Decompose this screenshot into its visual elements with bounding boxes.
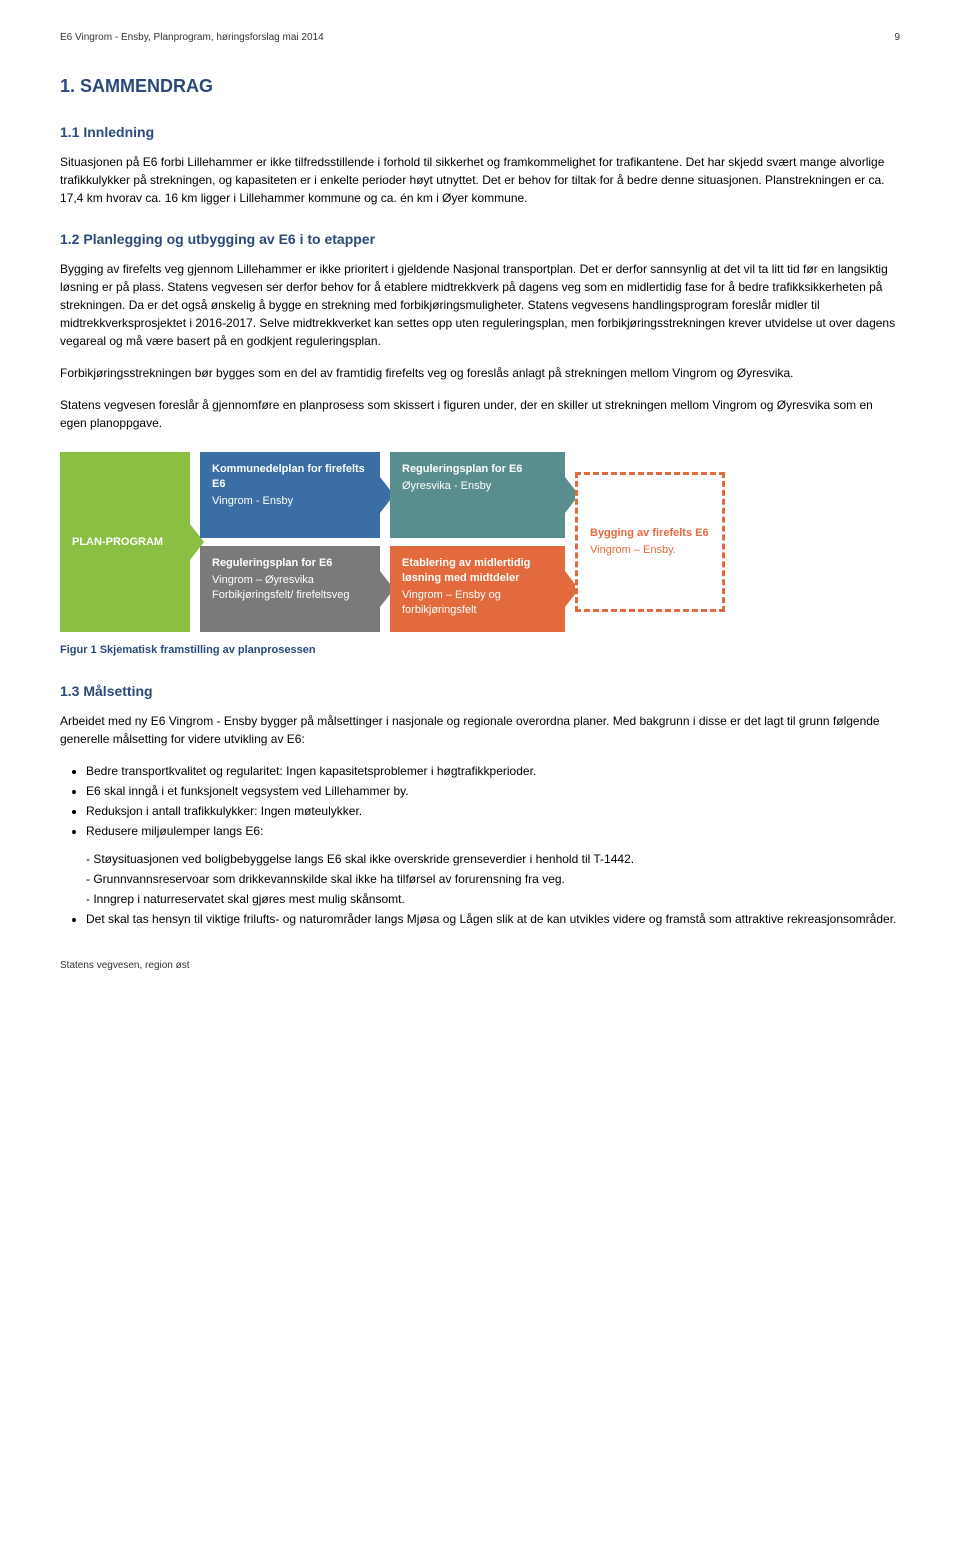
goal-4: Redusere miljøulemper langs E6: [86,822,900,840]
goals-list-cont: Det skal tas hensyn til viktige frilufts… [86,910,900,928]
heading-sammendrag: 1. SAMMENDRAG [60,73,900,100]
header-left: E6 Vingrom - Ensby, Planprogram, hørings… [60,30,324,45]
goal-2: E6 skal inngå i et funksjonelt vegsystem… [86,782,900,800]
diagram-col-3: Reguleringsplan for E6 Øyresvika - Ensby… [390,452,565,632]
heading-1-2: 1.2 Planlegging og utbygging av E6 i to … [60,229,900,250]
page-header: E6 Vingrom - Ensby, Planprogram, hørings… [60,30,900,45]
diagram-box-midlertidig-title: Etablering av midlertidig løsning med mi… [402,557,530,584]
diagram-box-regplan-ensby: Reguleringsplan for E6 Øyresvika - Ensby [390,452,565,538]
diagram-box-kommunedelplan: Kommunedelplan for firefelts E6 Vingrom … [200,452,380,538]
goal-4-sub-a: - Støysituasjonen ved boligbebyggelse la… [86,850,900,868]
goal-4-sub-b: - Grunnvannsreservoar som drikkevannskil… [86,870,900,888]
para-1-2-b: Forbikjøringsstrekningen bør bygges som … [60,364,900,382]
diagram-box-kommunedelplan-sub: Vingrom - Ensby [212,494,368,509]
diagram-box-bygging-title: Bygging av firefelts E6 [590,527,709,539]
para-1-2-a: Bygging av firefelts veg gjennom Lilleha… [60,260,900,350]
diagram-box-planprogram-label: PLAN-PROGRAM [72,535,163,550]
diagram-box-regplan-ensby-title: Reguleringsplan for E6 [402,463,522,475]
goals-list: Bedre transportkvalitet og regularitet: … [86,762,900,840]
diagram-col-4: Bygging av firefelts E6 Vingrom – Ensby. [575,452,725,632]
diagram-box-regplan-vingrom-title: Reguleringsplan for E6 [212,557,332,569]
diagram-col-1: PLAN-PROGRAM [60,452,190,632]
goal-5: Det skal tas hensyn til viktige frilufts… [86,910,900,928]
diagram-box-planprogram: PLAN-PROGRAM [60,452,190,632]
diagram-box-kommunedelplan-title: Kommunedelplan for firefelts E6 [212,463,365,490]
diagram-box-regplan-vingrom: Reguleringsplan for E6 Vingrom – Øyresvi… [200,546,380,632]
goal-4-sub-c: - Inngrep i naturreservatet skal gjøres … [86,890,900,908]
diagram-box-midlertidig: Etablering av midlertidig løsning med mi… [390,546,565,632]
para-1-3-intro: Arbeidet med ny E6 Vingrom - Ensby bygge… [60,712,900,748]
goal-1: Bedre transportkvalitet og regularitet: … [86,762,900,780]
para-1-2-c: Statens vegvesen foreslår å gjennomføre … [60,396,900,432]
heading-1-1: 1.1 Innledning [60,122,900,143]
figure-1-caption: Figur 1 Skjematisk framstilling av planp… [60,642,900,659]
goal-3: Reduksjon i antall trafikkulykker: Ingen… [86,802,900,820]
heading-1-3: 1.3 Målsetting [60,681,900,702]
diagram-box-midlertidig-sub: Vingrom – Ensby og forbikjøringsfelt [402,588,553,618]
diagram-box-bygging: Bygging av firefelts E6 Vingrom – Ensby. [575,472,725,612]
diagram-box-regplan-ensby-sub: Øyresvika - Ensby [402,479,553,494]
diagram-col-2: Kommunedelplan for firefelts E6 Vingrom … [200,452,380,632]
page-footer: Statens vegvesen, region øst [60,958,900,973]
para-1-1: Situasjonen på E6 forbi Lillehammer er i… [60,153,900,207]
diagram-box-regplan-vingrom-sub: Vingrom – Øyresvika Forbikjøringsfelt/ f… [212,573,368,603]
process-diagram: PLAN-PROGRAM Kommunedelplan for firefelt… [60,452,900,632]
header-page-number: 9 [894,30,900,45]
diagram-box-bygging-sub: Vingrom – Ensby. [590,543,709,558]
